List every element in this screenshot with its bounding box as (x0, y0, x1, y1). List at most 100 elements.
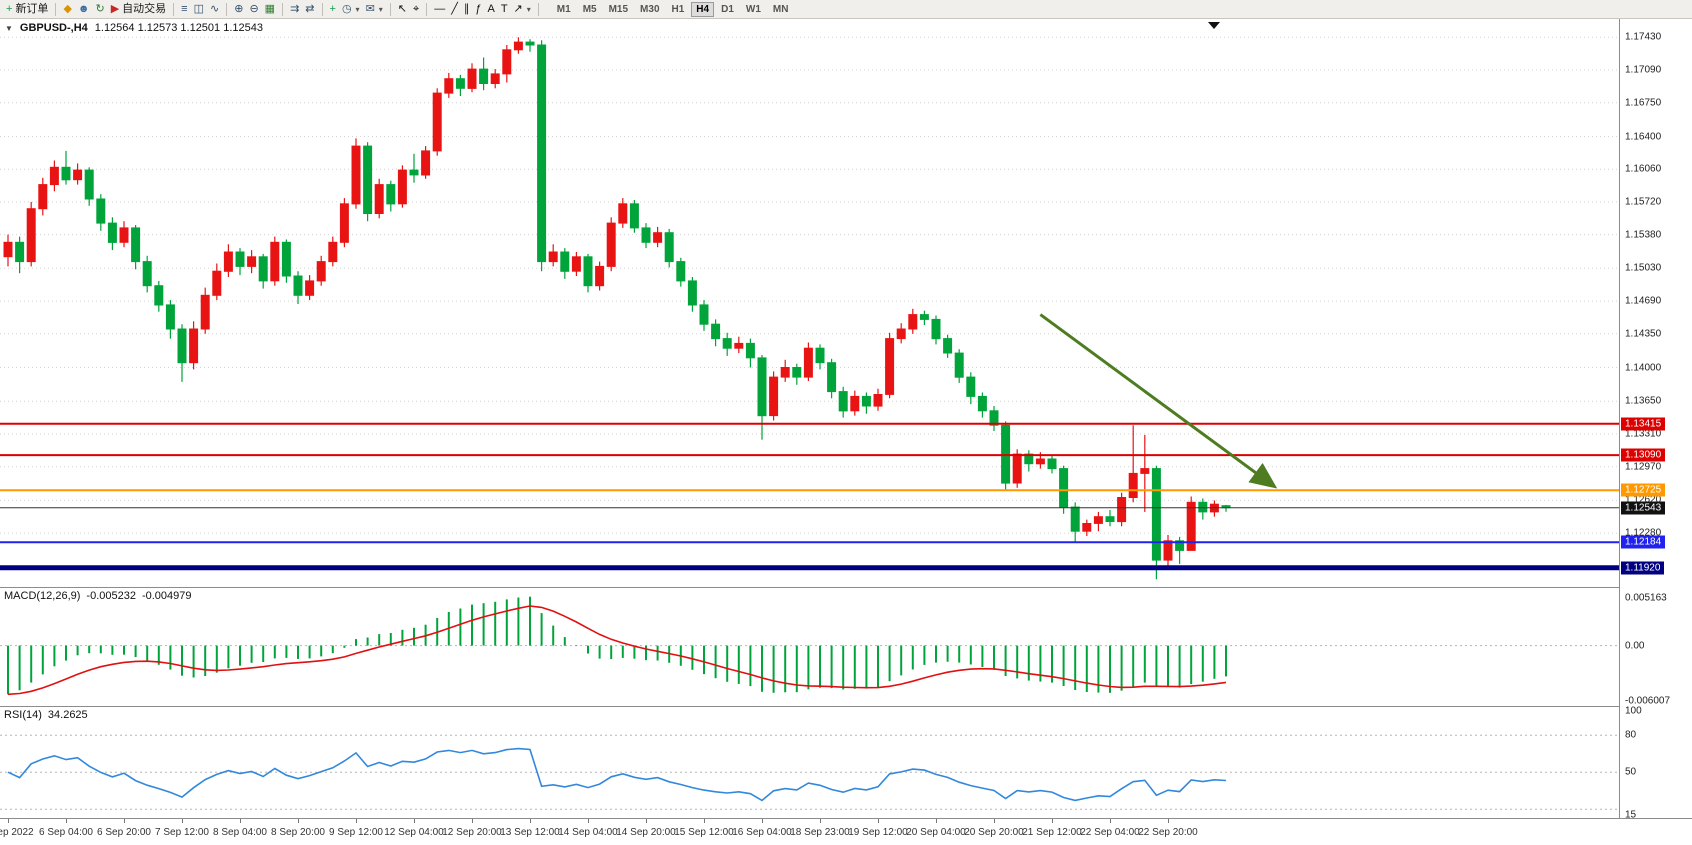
market-watch-icon: ◆ (63, 2, 72, 15)
time-axis-tick (240, 819, 241, 823)
zoom-in-button[interactable]: ⊕ (231, 1, 246, 17)
chart-shift-button[interactable]: ⇄ (302, 1, 317, 17)
timeframe-h4-button[interactable]: H4 (691, 1, 715, 17)
timeframe-m30-button[interactable]: M30 (635, 2, 664, 17)
arrows-tool-caret-icon: ▾ (526, 4, 531, 14)
price-axis-label: 1.14000 (1625, 362, 1662, 373)
trendline-tool-button[interactable]: ╱ (448, 1, 461, 17)
rsi-line (7, 747, 1227, 802)
time-axis-tick (66, 819, 67, 823)
channel-tool-icon: ∥ (463, 2, 470, 15)
refresh-button[interactable]: ↻ (92, 1, 107, 17)
text-tool-icon: A (487, 2, 495, 15)
price-axis-label: 1.15380 (1625, 229, 1662, 241)
timeframe-m1-button[interactable]: M1 (552, 2, 576, 17)
zoom-out-icon: ⊖ (249, 2, 259, 15)
tile-windows-button[interactable]: ▦ (262, 1, 278, 17)
line-chart-button[interactable]: ∿ (207, 1, 222, 17)
data-window-button[interactable]: ☻ (75, 1, 93, 17)
time-axis-label: 6 Sep 04:00 (39, 827, 93, 838)
arrows-tool-button[interactable]: ↗ ▾ (511, 1, 534, 17)
toolbar-separator (426, 2, 428, 16)
rsi-pane[interactable]: RSI(14) 34.2625 (0, 707, 1620, 819)
rsi-title: RSI(14) (4, 709, 42, 721)
time-axis-label: 8 Sep 04:00 (213, 827, 267, 838)
plot-column: ▼ GBPUSD-,H4 1.12564 1.12573 1.12501 1.1… (0, 19, 1620, 819)
candlestick-chart-button[interactable]: ◫ (191, 1, 207, 17)
time-axis-tick (646, 819, 647, 823)
time-axis-tick (530, 819, 531, 823)
macd-axis-label: 0.00 (1625, 640, 1645, 652)
crosshair-button[interactable]: ⌖ (410, 1, 422, 17)
arrows-tool-icon: ↗ (513, 2, 523, 15)
periods-button[interactable]: ◷ ▾ (339, 1, 363, 17)
trend-arrow[interactable] (1039, 313, 1278, 489)
rsi-axis-label: 50 (1625, 766, 1637, 778)
toolbar-separator (226, 2, 228, 16)
toolbar-separator (321, 2, 323, 16)
price-axis-label: 1.13650 (1625, 395, 1662, 407)
timeframe-m5-button[interactable]: M5 (578, 2, 602, 17)
rsi-canvas[interactable] (0, 707, 1620, 819)
new-order-label: 新订单 (15, 2, 49, 15)
periods-caret-icon: ▾ (355, 4, 360, 14)
text-label-tool-button[interactable]: T (498, 1, 511, 17)
horizontal-line-tool-button[interactable]: — (431, 1, 448, 17)
zoom-out-button[interactable]: ⊖ (246, 1, 261, 17)
indicators-button[interactable]: + (327, 1, 339, 17)
time-axis-tick (182, 819, 183, 823)
pane-splitter[interactable] (0, 587, 1620, 588)
one-click-trading-collapse-icon[interactable]: ▼ (5, 23, 13, 33)
chart-title: ▼ GBPUSD-,H4 1.12564 1.12573 1.12501 1.1… (5, 22, 263, 34)
pane-splitter[interactable] (0, 706, 1620, 707)
templates-button[interactable]: ✉ ▾ (363, 1, 386, 17)
price-axis-label: 1.14350 (1625, 328, 1662, 340)
toolbar-separator (282, 2, 284, 16)
main-chart-canvas[interactable] (0, 19, 1620, 587)
fibonacci-tool-button[interactable]: ƒ (472, 1, 484, 17)
time-axis-tick (994, 819, 995, 823)
trendline-tool-icon: ╱ (451, 2, 458, 15)
cursor-button[interactable]: ↖ (395, 1, 410, 17)
toolbar-buttons: + 新订单 ◆ ☻ ↻ ▶ 自动交易 ≡ ◫ ∿ ⊕ ⊖ ▦ ⇉ ⇄ + ◷ ▾ ✉ ▾ ↖ ⌖ — ╱ ∥ ƒ A T ↗ ▾ (3, 1, 534, 17)
macd-canvas[interactable] (0, 588, 1620, 706)
time-axis-label: 22 Sep 04:00 (1080, 827, 1140, 838)
macd-pane[interactable]: MACD(12,26,9) -0.005232 -0.004979 (0, 588, 1620, 706)
timeframe-m15-button[interactable]: M15 (604, 2, 633, 17)
market-watch-button[interactable]: ◆ (60, 1, 74, 17)
auto-scroll-button[interactable]: ⇉ (287, 1, 302, 17)
rsi-label: RSI(14) 34.2625 (4, 709, 88, 721)
text-label-tool-icon: T (500, 2, 508, 15)
price-axis[interactable]: 1.17430 1.17090 1.16750 1.16400 1.16060 1.157… (1619, 19, 1692, 821)
timeframe-w1-button[interactable]: W1 (741, 2, 766, 17)
toolbar-separator (389, 2, 391, 16)
time-axis[interactable]: 5 Sep 2022 6 Sep 04:00 6 Sep 20:00 7 Sep 12… (0, 818, 1692, 845)
channel-tool-button[interactable]: ∥ (461, 1, 473, 17)
bar-chart-button[interactable]: ≡ (178, 1, 190, 17)
price-pane[interactable]: ▼ GBPUSD-,H4 1.12564 1.12573 1.12501 1.1… (0, 19, 1620, 587)
time-axis-tick (1110, 819, 1111, 823)
chart-window: ▼ GBPUSD-,H4 1.12564 1.12573 1.12501 1.1… (0, 19, 1692, 845)
timeframe-h1-button[interactable]: H1 (667, 2, 690, 17)
timeframe-d1-button[interactable]: D1 (716, 2, 739, 17)
crosshair-icon: ⌖ (413, 2, 420, 15)
time-axis-label: 18 Sep 23:00 (790, 827, 850, 838)
time-axis-label: 16 Sep 04:00 (732, 827, 792, 838)
auto-trading-button[interactable]: ▶ 自动交易 (108, 1, 169, 17)
text-tool-button[interactable]: A (484, 1, 497, 17)
price-axis-label: 1.17090 (1625, 64, 1662, 76)
time-axis-label: 9 Sep 12:00 (329, 827, 383, 838)
timeframe-mn-button[interactable]: MN (768, 2, 794, 17)
new-order-button[interactable]: + 新订单 (3, 1, 51, 17)
auto-trading-icon: ▶ (110, 2, 120, 15)
rsi-axis-label: 15 (1625, 809, 1637, 821)
templates-caret-icon: ▾ (378, 4, 383, 14)
time-axis-label: 12 Sep 20:00 (442, 827, 502, 838)
price-line-badge: 1.13415 (1621, 417, 1666, 431)
bar-chart-icon: ≡ (181, 2, 188, 15)
timeframe-toolbar: M1 M5 M15 M30 H1 H4 D1 W1 MN (551, 1, 795, 17)
price-axis-label: 1.16060 (1625, 163, 1662, 175)
price-axis-label: 1.12970 (1625, 461, 1662, 473)
time-axis-tick (936, 819, 937, 823)
toolbar-separator (55, 2, 57, 16)
